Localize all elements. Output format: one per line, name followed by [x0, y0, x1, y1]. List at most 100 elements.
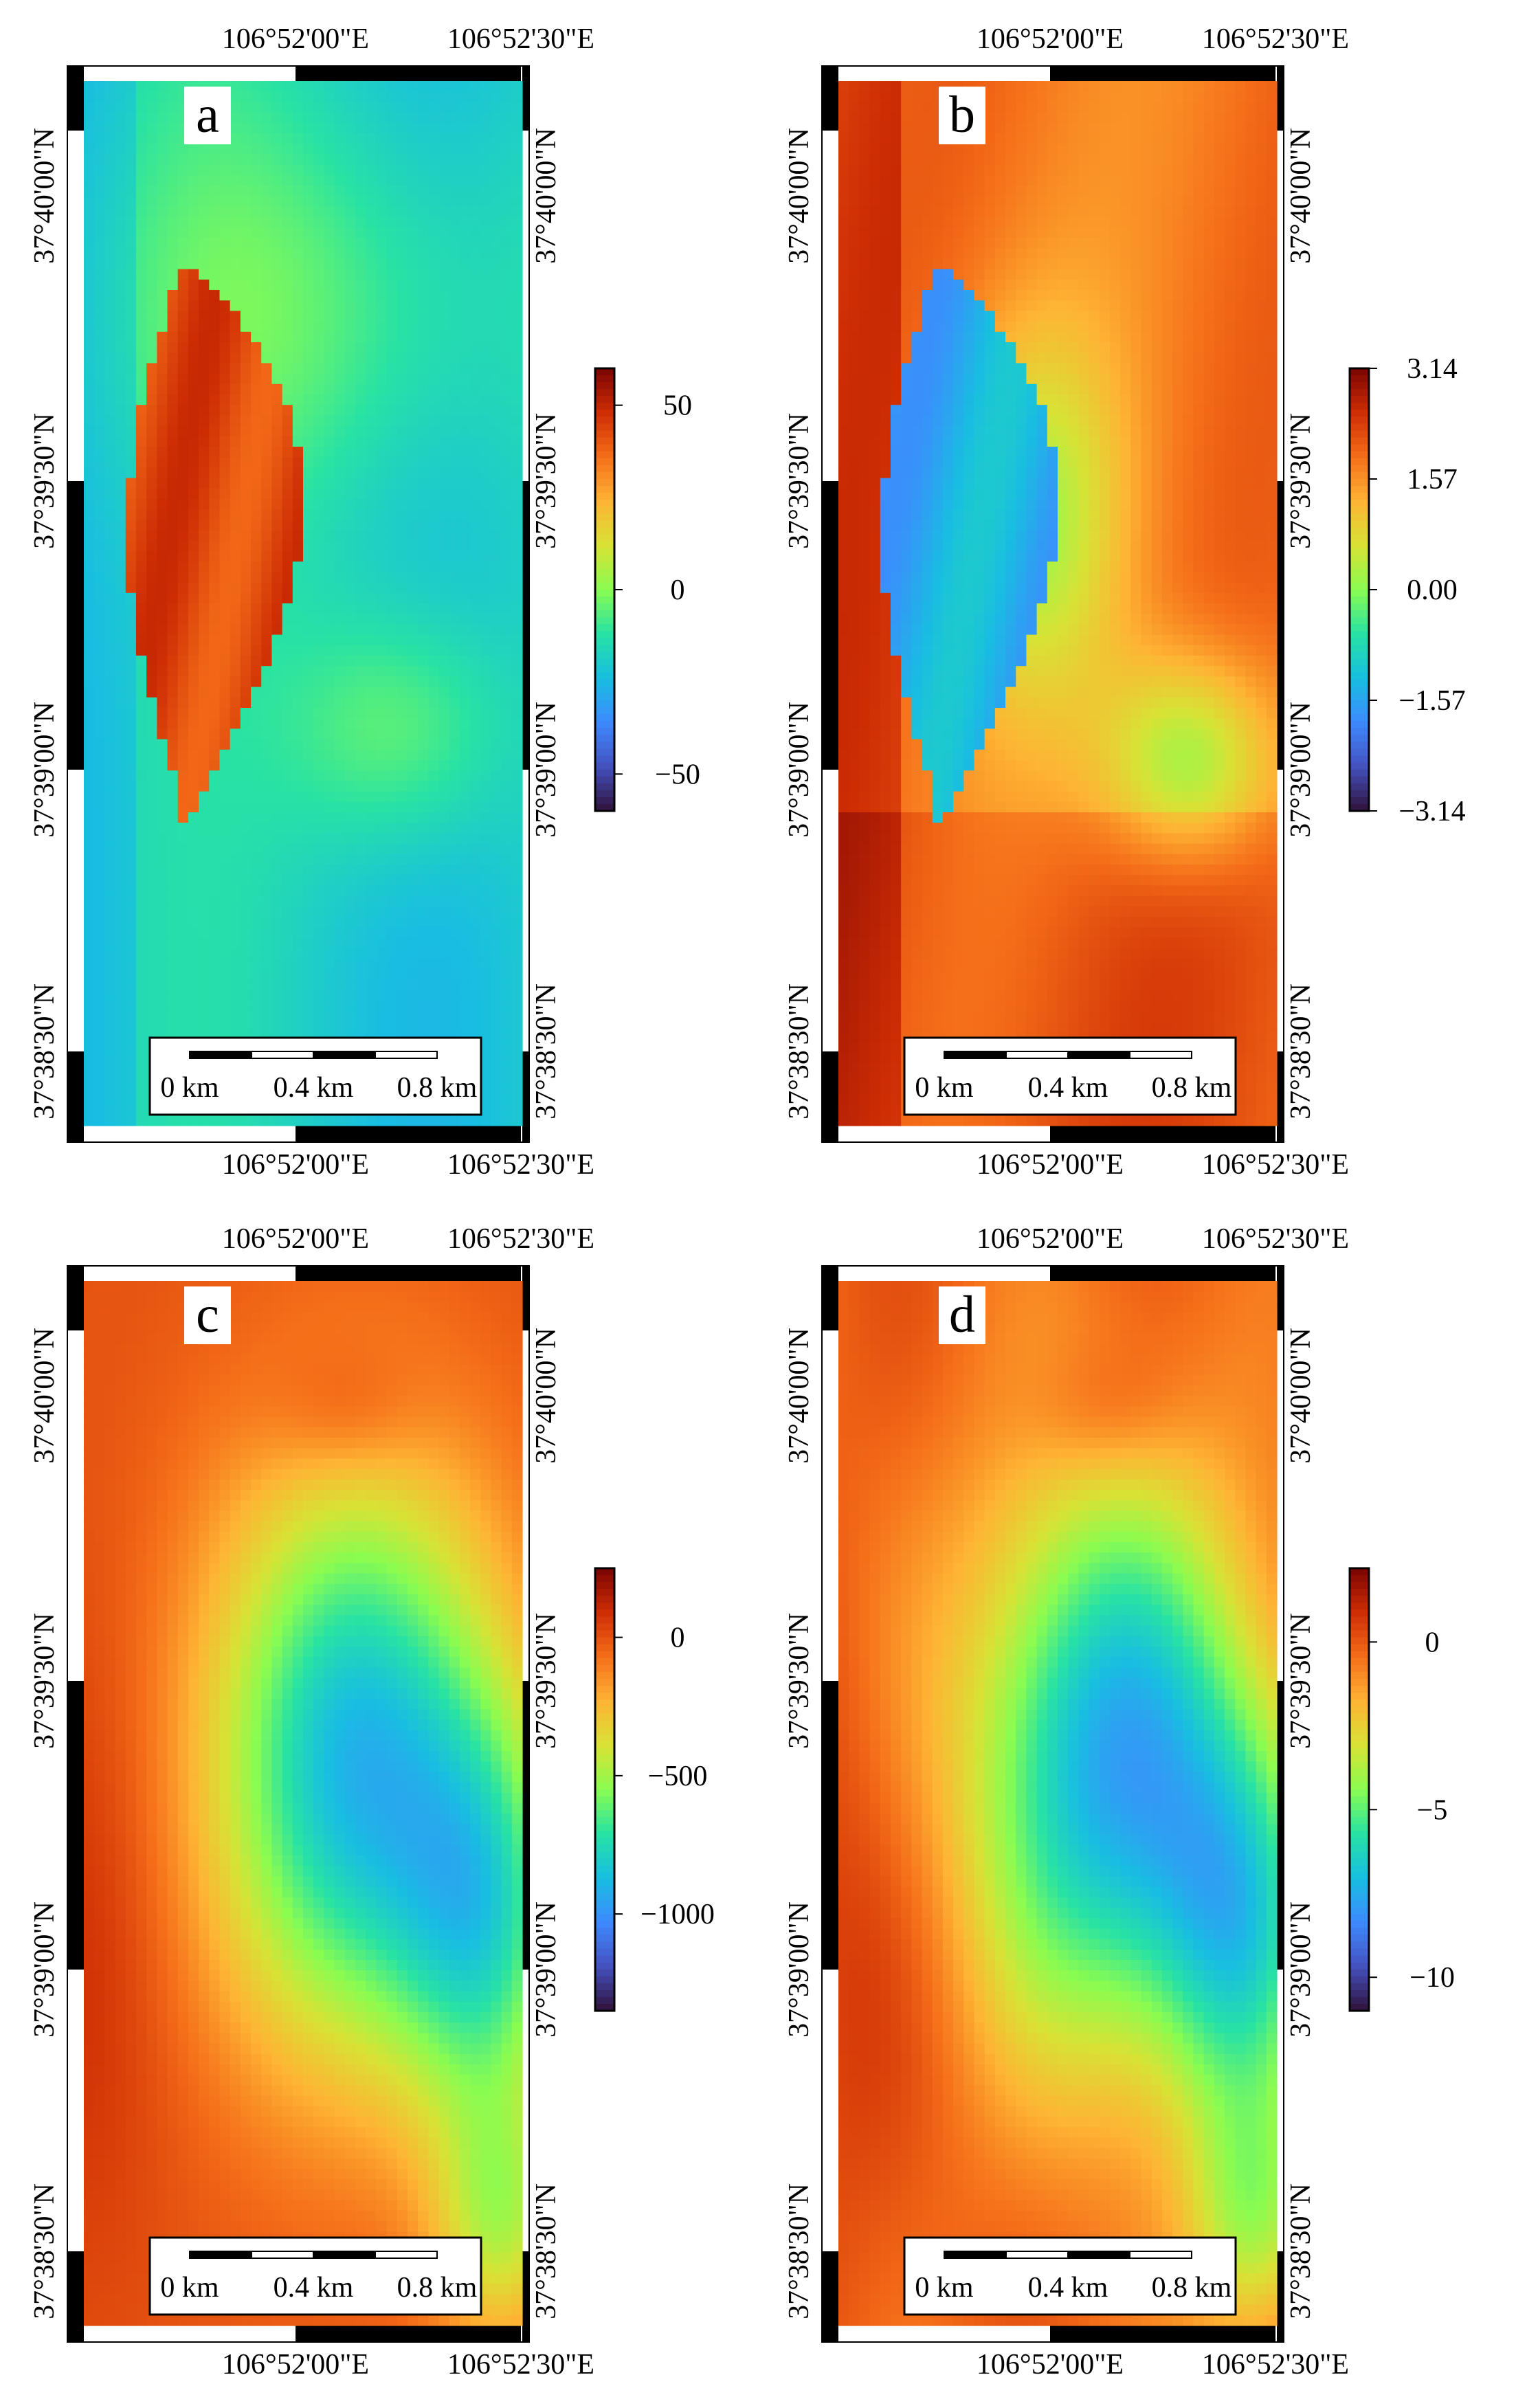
- raster-cell: [376, 812, 388, 823]
- raster-cell: [470, 833, 481, 845]
- raster-cell: [292, 175, 304, 186]
- raster-cell: [953, 175, 964, 186]
- raster-cell: [397, 958, 408, 970]
- raster-cell: [292, 781, 304, 792]
- raster-cell: [146, 927, 157, 938]
- raster-cell: [271, 206, 283, 218]
- raster-cell: [146, 405, 157, 416]
- raster-cell: [501, 415, 513, 427]
- raster-cell: [334, 875, 346, 886]
- raster-cell: [1256, 186, 1267, 197]
- raster-cell: [438, 331, 450, 343]
- raster-cell: [344, 144, 356, 155]
- raster-cell: [480, 770, 492, 781]
- raster-cell: [355, 885, 366, 897]
- raster-cell: [125, 958, 137, 970]
- raster-cell: [501, 540, 513, 552]
- raster-cell: [251, 102, 262, 113]
- raster-cell: [344, 791, 356, 803]
- raster-cell: [219, 1010, 231, 1022]
- raster-cell: [146, 937, 157, 949]
- raster-cell: [261, 603, 273, 614]
- raster-cell: [386, 353, 398, 364]
- raster-cell: [344, 383, 356, 395]
- raster-cell: [292, 958, 304, 970]
- raster-cell: [146, 186, 157, 197]
- raster-cell: [157, 592, 168, 604]
- raster-cell: [491, 238, 502, 249]
- raster-cell: [428, 436, 440, 447]
- raster-cell: [292, 238, 304, 249]
- raster-cell: [344, 425, 356, 437]
- raster-cell: [386, 634, 398, 646]
- raster-cell: [1183, 216, 1194, 228]
- raster-cell: [849, 81, 860, 92]
- raster-cell: [366, 499, 377, 510]
- raster-cell: [953, 238, 964, 249]
- raster-cell: [334, 739, 346, 750]
- raster-cell: [1266, 122, 1278, 134]
- raster-cell: [491, 875, 502, 886]
- raster-cell: [199, 478, 210, 489]
- raster-cell: [376, 425, 388, 437]
- raster-cell: [271, 582, 283, 594]
- raster-cell: [366, 833, 377, 845]
- raster-cell: [261, 917, 273, 928]
- raster-cell: [251, 603, 262, 614]
- raster-cell: [386, 917, 398, 928]
- raster-cell: [303, 843, 314, 855]
- raster-cell: [157, 102, 168, 113]
- raster-cell: [94, 175, 105, 186]
- raster-cell: [199, 634, 210, 646]
- raster-cell: [125, 718, 137, 729]
- raster-cell: [125, 478, 137, 489]
- raster-cell: [397, 311, 408, 322]
- raster-cell: [428, 363, 440, 375]
- raster-cell: [230, 937, 241, 949]
- raster-cell: [84, 373, 95, 385]
- raster-cell: [292, 582, 304, 594]
- raster-cell: [271, 1010, 283, 1022]
- raster-cell: [1161, 81, 1173, 92]
- raster-cell: [1089, 227, 1100, 238]
- raster-cell: [376, 415, 388, 427]
- raster-cell: [1193, 91, 1205, 102]
- raster-cell: [470, 467, 481, 479]
- raster-cell: [230, 269, 241, 280]
- raster-cell: [438, 102, 450, 113]
- raster-cell: [932, 154, 944, 166]
- raster-cell: [407, 917, 419, 928]
- raster-cell: [292, 154, 304, 166]
- raster-cell: [115, 739, 126, 750]
- raster-cell: [313, 718, 324, 729]
- raster-cell: [167, 415, 179, 427]
- raster-cell: [470, 634, 481, 646]
- raster-cell: [901, 133, 912, 144]
- lat-label-left: 37°40'00"N: [29, 128, 60, 264]
- raster-cell: [344, 363, 356, 375]
- raster-cell: [199, 216, 210, 228]
- colorbar-step: [595, 755, 614, 763]
- raster-cell: [407, 1115, 419, 1126]
- raster-cell: [271, 248, 283, 259]
- raster-cell: [355, 102, 366, 113]
- raster-cell: [199, 854, 210, 865]
- raster-cell: [1225, 227, 1236, 238]
- raster-cell: [199, 781, 210, 792]
- raster-cell: [261, 781, 273, 792]
- raster-cell: [303, 530, 314, 542]
- raster-cell: [418, 823, 429, 834]
- raster-cell: [104, 175, 116, 186]
- raster-cell: [366, 363, 377, 375]
- raster-cell: [1141, 227, 1152, 238]
- raster-cell: [115, 467, 126, 479]
- raster-cell: [501, 801, 513, 813]
- raster-cell: [282, 801, 293, 813]
- raster-cell: [984, 81, 996, 92]
- raster-cell: [418, 666, 429, 677]
- raster-cell: [167, 572, 179, 583]
- raster-cell: [397, 342, 408, 353]
- raster-cell: [449, 269, 460, 280]
- raster-cell: [125, 614, 137, 625]
- raster-cell: [491, 927, 502, 938]
